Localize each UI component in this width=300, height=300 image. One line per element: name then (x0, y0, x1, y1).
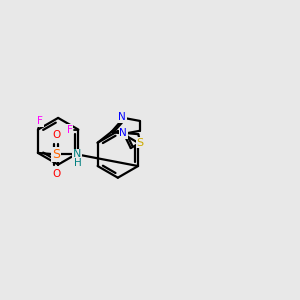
Text: F: F (67, 124, 73, 135)
Text: N: N (73, 149, 81, 159)
Text: S: S (52, 148, 60, 161)
Text: F: F (37, 116, 43, 126)
Text: H: H (74, 158, 82, 168)
Text: S: S (137, 138, 144, 148)
Text: O: O (52, 169, 60, 178)
Text: N: N (118, 112, 126, 122)
Text: O: O (52, 130, 60, 140)
Text: N: N (119, 128, 127, 138)
